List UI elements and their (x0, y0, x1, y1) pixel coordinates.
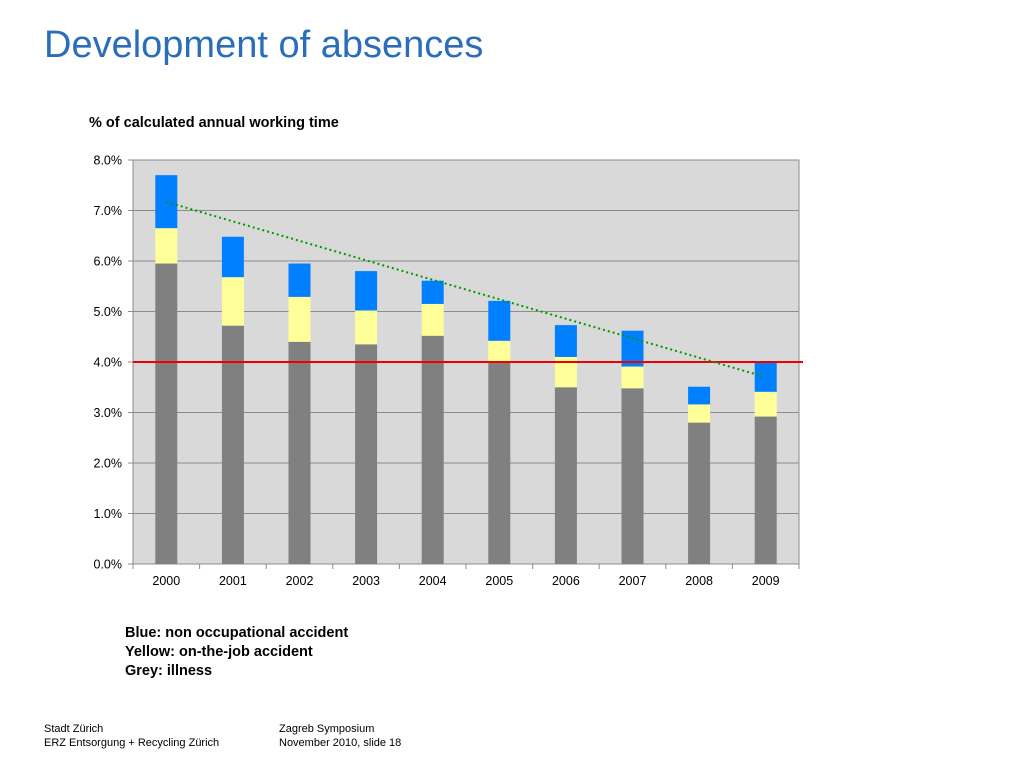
bar-segment-illness (421, 335, 444, 564)
lines (133, 200, 803, 379)
bar-segment-illness (621, 388, 644, 564)
bar-segment-non-occupational-accident (355, 271, 378, 311)
footer-left: Stadt Zürich ERZ Entsorgung + Recycling … (44, 723, 219, 750)
legend-note-blue: Blue: non occupational accident (125, 625, 349, 641)
bar-segment-on-the-job-accident (221, 277, 244, 326)
legend-note-yellow: Yellow: on-the-job accident (125, 644, 313, 660)
bar-segment-on-the-job-accident (488, 340, 511, 364)
x-tick-label: 2004 (419, 574, 447, 588)
bar-segment-illness (688, 422, 711, 564)
bar-segment-illness (488, 363, 511, 564)
bar-segment-on-the-job-accident (688, 404, 711, 423)
bar-segment-on-the-job-accident (621, 366, 644, 389)
chart-title: % of calculated annual working time (89, 115, 339, 131)
footer-department: ERZ Entsorgung + Recycling Zürich (44, 736, 220, 749)
slide-title: Development of absences (44, 24, 484, 66)
y-tick-label: 5.0% (94, 305, 123, 319)
x-tick-label: 2005 (485, 574, 513, 588)
bar-segment-on-the-job-accident (554, 356, 577, 388)
bar-segment-on-the-job-accident (754, 391, 777, 417)
x-tick-label: 2000 (152, 574, 180, 588)
bar-segment-illness (155, 263, 178, 564)
bar-segment-non-occupational-accident (754, 362, 777, 392)
y-tick-label: 0.0% (94, 558, 123, 572)
legend-notes: Blue: non occupational accident Yellow: … (125, 624, 348, 681)
bar-segment-non-occupational-accident (221, 236, 244, 278)
y-tick-label: 4.0% (94, 356, 123, 370)
x-axis: 2000 2001 2002 2003 2004 2005 2006 2007 2008 2009 (132, 564, 800, 588)
x-tick-label: 2002 (286, 574, 314, 588)
x-tick-label: 2006 (552, 574, 580, 588)
bar-segment-illness (554, 387, 577, 564)
y-tick-label: 2.0% (94, 457, 123, 471)
bar-segment-on-the-job-accident (288, 296, 311, 342)
legend-note-grey: Grey: illness (125, 663, 213, 679)
bars (155, 175, 777, 564)
y-tick-label: 7.0% (94, 204, 123, 218)
bar-segment-non-occupational-accident (155, 175, 178, 229)
bar-segment-non-occupational-accident (488, 300, 511, 341)
y-tick-label: 8.0% (94, 154, 123, 168)
footer-right: Zagreb Symposium November 2010, slide 18 (279, 723, 401, 750)
bar-segment-illness (221, 325, 244, 564)
x-tick-label: 2001 (219, 574, 247, 588)
bar-segment-non-occupational-accident (288, 263, 311, 297)
bar-segment-illness (355, 344, 378, 564)
bar-segment-non-occupational-accident (688, 386, 711, 405)
y-tick-label: 6.0% (94, 255, 123, 269)
y-tick-label: 3.0% (94, 406, 123, 420)
footer-event: Zagreb Symposium (279, 723, 375, 735)
bar-segment-on-the-job-accident (421, 303, 444, 336)
x-tick-label: 2003 (352, 574, 380, 588)
bar-segment-non-occupational-accident (554, 325, 577, 357)
y-tick-label: 1.0% (94, 507, 123, 521)
footer-date-slide: November 2010, slide 18 (279, 736, 402, 749)
y-axis-ticks: 0.0% 1.0% 2.0% 3.0% 4.0% 5.0% 6.0% 7.0% 8.0% (94, 154, 133, 572)
x-tick-label: 2007 (619, 574, 647, 588)
bar-segment-on-the-job-accident (355, 310, 378, 345)
footer-organization: Stadt Zürich (44, 723, 104, 735)
bar-segment-on-the-job-accident (155, 228, 178, 264)
trend-line (166, 200, 766, 379)
bar-segment-illness (288, 341, 311, 564)
x-tick-label: 2009 (752, 574, 780, 588)
bar-segment-non-occupational-accident (421, 280, 444, 304)
bar-segment-illness (754, 416, 777, 564)
x-tick-label: 2008 (685, 574, 713, 588)
